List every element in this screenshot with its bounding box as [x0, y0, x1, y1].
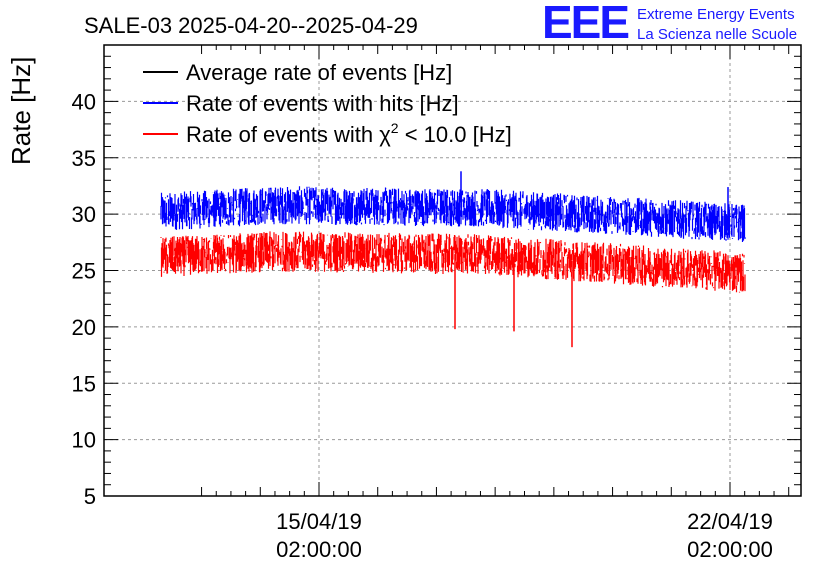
y-tick-label: 15	[72, 371, 96, 396]
axis-ticks	[104, 44, 801, 497]
x-tick-labels: 15/04/19 02:00:00 22/04/19 02:00:00	[276, 509, 773, 562]
legend-label-hits: Rate of events with hits [Hz]	[186, 91, 459, 116]
y-tick-label: 40	[72, 89, 96, 114]
legend-chi2-prefix: Rate of events with	[186, 122, 379, 147]
eee-logo: EEE Extreme Energy Events La Scienza nel…	[542, 0, 797, 48]
legend-label-chi2: Rate of events with χ2 < 10.0 [Hz]	[186, 120, 512, 147]
legend-chi2-symbol: χ	[379, 122, 391, 147]
series-chi2-line	[160, 231, 746, 293]
series-hits-line	[160, 186, 746, 242]
chart-title: SALE-03 2025-04-20--2025-04-29	[84, 13, 418, 38]
x-tick-date: 15/04/19	[276, 509, 362, 534]
logo-line-2: La Scienza nelle Scuole	[637, 26, 797, 43]
y-tick-label: 30	[72, 202, 96, 227]
legend-chi2-suffix: < 10.0 [Hz]	[399, 122, 512, 147]
logo-letters: EEE	[542, 0, 628, 48]
y-axis-label: Rate [Hz]	[6, 57, 36, 165]
y-tick-label: 20	[72, 315, 96, 340]
legend-chi2-sup: 2	[391, 120, 399, 136]
series-layer	[160, 171, 746, 348]
y-tick-labels: 5 10 15 20 25 30 35 40	[72, 89, 96, 509]
x-tick-time: 02:00:00	[276, 537, 362, 562]
legend-label-average: Average rate of events [Hz]	[186, 60, 452, 85]
y-tick-label: 35	[72, 146, 96, 171]
x-tick-date: 22/04/19	[687, 509, 773, 534]
x-tick-time: 02:00:00	[687, 537, 773, 562]
legend: Average rate of events [Hz] Rate of even…	[143, 60, 512, 147]
y-tick-label: 25	[72, 259, 96, 284]
y-tick-label: 10	[72, 428, 96, 453]
logo-line-1: Extreme Energy Events	[637, 6, 795, 23]
y-tick-label: 5	[84, 484, 96, 509]
